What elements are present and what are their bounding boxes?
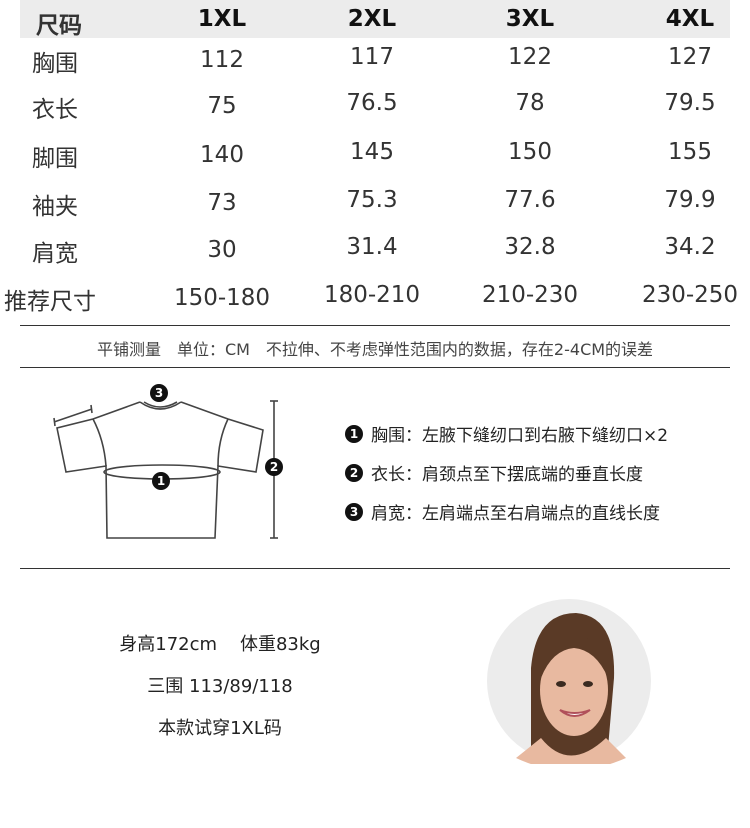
shirt-diagram: 3 1 2 <box>53 384 283 539</box>
header-size-1xl: 1XL <box>197 6 247 32</box>
table-cell: 150-180 <box>173 285 271 311</box>
legend-text: 肩宽：左肩端点至右肩端点的直线长度 <box>371 504 660 524</box>
divider <box>20 325 730 326</box>
model-fit-size: 本款试穿1XL码 <box>158 718 282 739</box>
table-cell: 127 <box>668 44 712 70</box>
table-cell: 180-210 <box>323 282 421 308</box>
legend-number: 1 <box>345 424 363 443</box>
marker-3 <box>150 384 168 402</box>
table-cell: 75.3 <box>346 187 398 213</box>
row-label: 脚围 <box>32 146 78 172</box>
table-cell: 34.2 <box>664 234 716 260</box>
table-cell: 150 <box>508 139 552 165</box>
model-measurements: 三围 113/89/118 <box>147 676 293 697</box>
legend-item: 3 肩宽：左肩端点至右肩端点的直线长度 <box>345 499 660 524</box>
marker-1 <box>152 472 170 490</box>
marker-3-label: 3 <box>155 386 163 400</box>
table-cell: 79.5 <box>664 90 716 116</box>
table-cell: 210-230 <box>481 282 579 308</box>
table-cell: 31.4 <box>346 234 398 260</box>
header-size-label: 尺码 <box>36 13 82 39</box>
header-size-4xl: 4XL <box>665 6 715 32</box>
legend-item: 2 衣长：肩颈点至下摆底端的垂直长度 <box>345 460 643 485</box>
table-cell: 73 <box>207 190 237 216</box>
row-label: 推荐尺寸 <box>4 289 96 315</box>
table-cell: 230-250 <box>641 282 739 308</box>
legend-text: 胸围：左腋下缝纫口到右腋下缝纫口×2 <box>371 426 669 446</box>
model-height-weight: 身高172cm 体重83kg <box>119 630 320 656</box>
legend-text: 衣长：肩颈点至下摆底端的垂直长度 <box>371 465 643 485</box>
header-size-3xl: 3XL <box>505 6 555 32</box>
table-cell: 140 <box>200 142 244 168</box>
row-label: 胸围 <box>32 51 78 77</box>
table-cell: 79.9 <box>664 187 716 213</box>
row-label: 衣长 <box>32 97 78 123</box>
divider <box>20 568 730 569</box>
header-size-2xl: 2XL <box>347 6 397 32</box>
model-height: 身高172cm <box>119 634 218 655</box>
legend-item: 1 胸围：左腋下缝纫口到右腋下缝纫口×2 <box>345 421 668 446</box>
legend-number: 3 <box>345 502 363 521</box>
row-label: 肩宽 <box>32 241 78 267</box>
table-cell: 145 <box>350 139 394 165</box>
table-cell: 117 <box>350 44 394 70</box>
table-cell: 122 <box>508 44 552 70</box>
marker-1-label: 1 <box>157 474 165 488</box>
table-header-band <box>20 0 730 38</box>
legend-number: 2 <box>345 463 363 482</box>
table-cell: 76.5 <box>346 90 398 116</box>
divider <box>20 367 730 368</box>
table-cell: 30 <box>207 237 237 263</box>
table-cell: 155 <box>668 139 712 165</box>
row-label: 袖夹 <box>32 194 78 220</box>
table-cell: 78 <box>515 90 545 116</box>
table-cell: 75 <box>207 93 237 119</box>
model-weight: 体重83kg <box>239 634 321 655</box>
marker-2-label: 2 <box>270 460 278 474</box>
table-cell: 77.6 <box>504 187 556 213</box>
marker-2 <box>265 458 283 476</box>
table-cell: 32.8 <box>504 234 556 260</box>
table-cell: 112 <box>200 47 244 73</box>
measurement-note: 平铺测量 单位：CM 不拉伸、不考虑弹性范围内的数据，存在2-4CM的误差 <box>96 340 654 359</box>
model-photo <box>487 599 651 764</box>
